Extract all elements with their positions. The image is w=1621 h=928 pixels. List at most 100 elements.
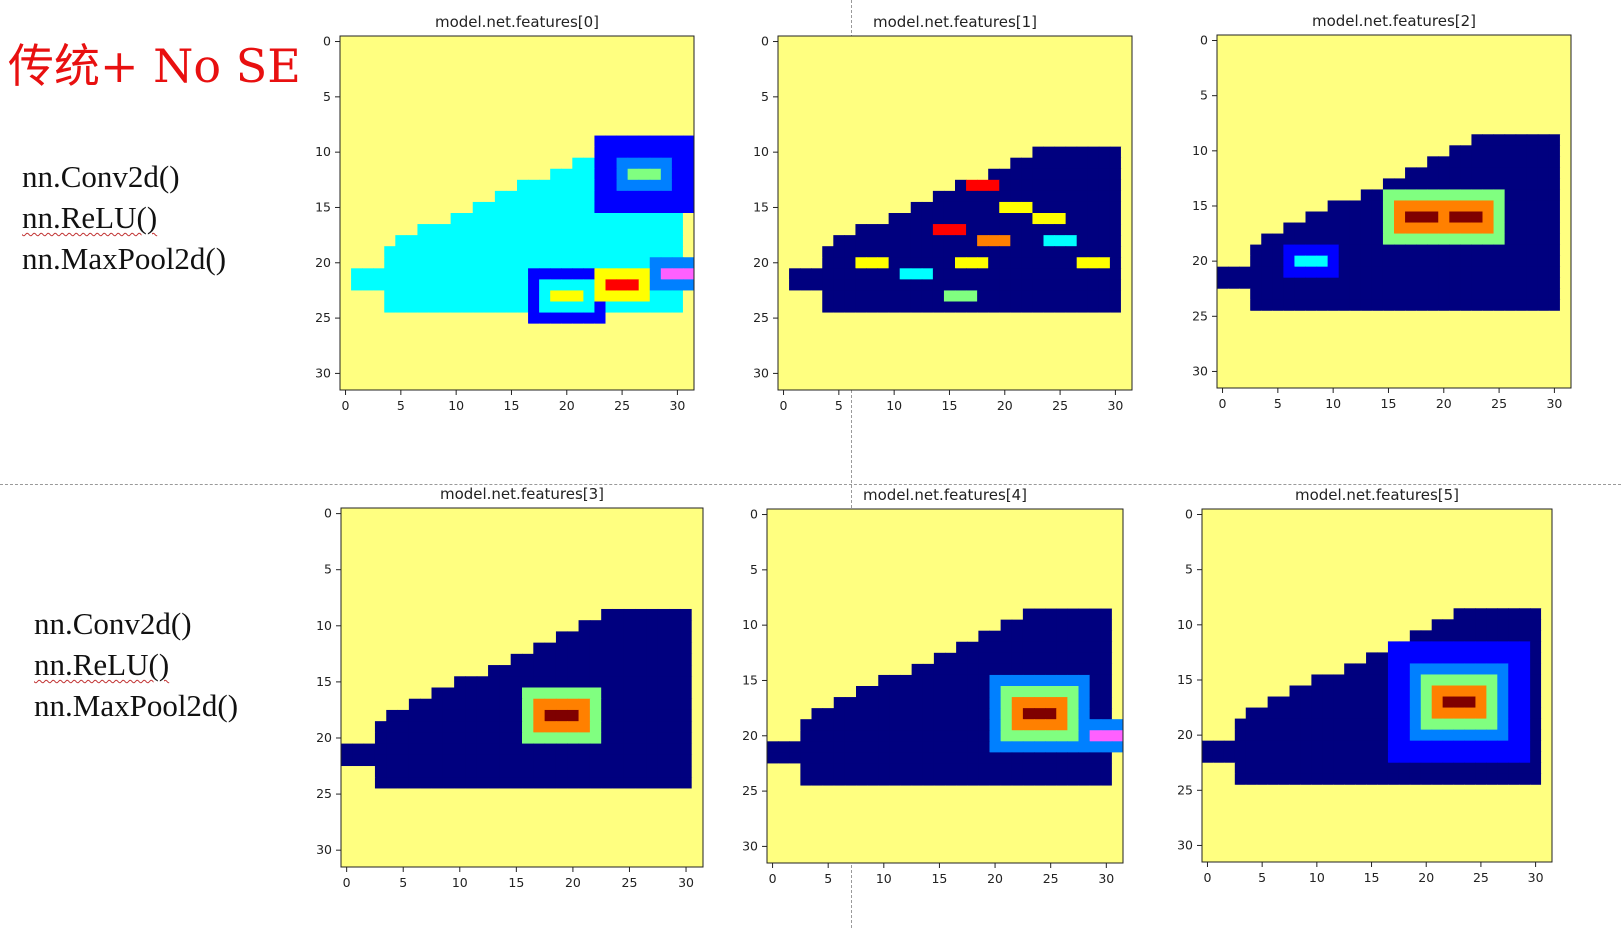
- heatmap-cell: [1371, 35, 1384, 47]
- heatmap-cell: [1394, 211, 1406, 224]
- heatmap-cell: [669, 777, 681, 789]
- heatmap-cell: [454, 608, 466, 621]
- heatmap-cell: [341, 586, 353, 599]
- heatmap-cell: [428, 246, 441, 258]
- heatmap-cell: [1416, 277, 1428, 290]
- heatmap-cell: [488, 754, 500, 767]
- heatmap-cell: [1548, 189, 1561, 201]
- heatmap-cell: [1283, 57, 1295, 69]
- heatmap-cell: [406, 290, 418, 302]
- heatmap-cell: [657, 810, 670, 823]
- heatmap-cell: [406, 113, 418, 125]
- heatmap-cell: [1100, 730, 1113, 742]
- heatmap-cell: [517, 345, 529, 358]
- heatmap-cell: [386, 653, 399, 666]
- heatmap-cell: [1449, 277, 1461, 290]
- heatmap-cell: [340, 201, 352, 214]
- heatmap-cell: [461, 334, 474, 347]
- heatmap-cell: [1111, 719, 1124, 731]
- heatmap-cell: [638, 157, 651, 170]
- heatmap-cell: [472, 224, 485, 236]
- heatmap-cell: [544, 597, 557, 610]
- heatmap-cell: [1098, 213, 1111, 225]
- heatmap-cell: [1471, 310, 1483, 323]
- heatmap-cell: [922, 531, 935, 543]
- heatmap-cell: [682, 58, 695, 70]
- heatmap-cell: [943, 224, 956, 236]
- heatmap-cell: [623, 519, 636, 531]
- x-tick-label: 0: [1219, 396, 1227, 411]
- heatmap-cell: [517, 312, 529, 325]
- heatmap-cell: [1504, 200, 1517, 212]
- heatmap-cell: [454, 564, 466, 576]
- heatmap-cell: [1250, 123, 1262, 135]
- heatmap-cell: [789, 630, 801, 643]
- heatmap-cell: [539, 235, 551, 247]
- heatmap-cell: [1087, 135, 1100, 148]
- heatmap-cell: [778, 312, 790, 325]
- heatmap-cell: [494, 179, 507, 192]
- heatmap-cell: [450, 157, 463, 170]
- heatmap-cell: [1045, 741, 1057, 753]
- heatmap-cell: [544, 855, 557, 868]
- heatmap-cell: [778, 686, 790, 698]
- heatmap-cell: [657, 508, 670, 520]
- heatmap-cell: [977, 345, 989, 358]
- heatmap-cell: [623, 631, 636, 644]
- heatmap-cell: [778, 575, 790, 587]
- heatmap-cell: [561, 345, 573, 358]
- heatmap-cell: [465, 631, 478, 644]
- heatmap-cell: [1109, 146, 1122, 159]
- heatmap-cell: [767, 719, 779, 731]
- heatmap-cell: [395, 58, 407, 70]
- heatmap-cell: [450, 378, 463, 391]
- heatmap-cell: [340, 69, 352, 81]
- heatmap-cell: [1349, 376, 1362, 389]
- heatmap-cell: [638, 224, 651, 236]
- heatmap-cell: [1010, 279, 1022, 291]
- heatmap-cell: [561, 190, 573, 203]
- heatmap-cell: [910, 69, 923, 81]
- heatmap-cell: [822, 575, 835, 587]
- heatmap-cell: [1032, 168, 1044, 181]
- heatmap-cell: [1316, 178, 1329, 190]
- heatmap-cell: [1045, 597, 1057, 610]
- heatmap-cell: [1087, 279, 1100, 291]
- heatmap-cell: [505, 157, 518, 170]
- heatmap-cell: [578, 676, 591, 688]
- heatmap-cell: [1065, 80, 1078, 92]
- heatmap-cell: [900, 509, 913, 521]
- heatmap-cell: [967, 564, 979, 576]
- heatmap-cell: [1000, 752, 1013, 764]
- heatmap-cell: [1394, 332, 1406, 345]
- x-tick-label: 30: [678, 875, 694, 890]
- heatmap-cell: [594, 345, 606, 358]
- heatmap-cell: [967, 531, 979, 543]
- heatmap-cell: [1261, 57, 1273, 69]
- heatmap-cell: [1537, 222, 1550, 235]
- heatmap-cell: [494, 91, 507, 103]
- heatmap-cell: [955, 279, 967, 291]
- heatmap-cell: [649, 190, 662, 203]
- heatmap-cell: [605, 102, 618, 114]
- heatmap-cell: [900, 630, 913, 643]
- heatmap-cell: [989, 608, 1002, 621]
- heatmap-cell: [967, 697, 979, 709]
- heatmap-cell: [1416, 288, 1428, 301]
- heatmap-cell: [420, 597, 432, 610]
- heatmap-cell: [1493, 211, 1506, 224]
- heatmap-cell: [1032, 91, 1044, 103]
- heatmap-cell: [1120, 124, 1133, 137]
- heatmap-cell: [386, 732, 399, 745]
- heatmap-cell: [900, 663, 913, 676]
- x-tick-label: 30: [1107, 398, 1123, 413]
- heatmap-cell: [889, 686, 902, 698]
- heatmap-cell: [1120, 36, 1133, 48]
- heatmap-cell: [888, 246, 901, 258]
- heatmap-cell: [1250, 178, 1262, 190]
- heatmap-cell: [439, 69, 452, 81]
- heatmap-cell: [1349, 123, 1362, 135]
- heatmap-cell: [1100, 741, 1113, 753]
- heatmap-cell: [1239, 321, 1251, 334]
- heatmap-cell: [778, 279, 790, 291]
